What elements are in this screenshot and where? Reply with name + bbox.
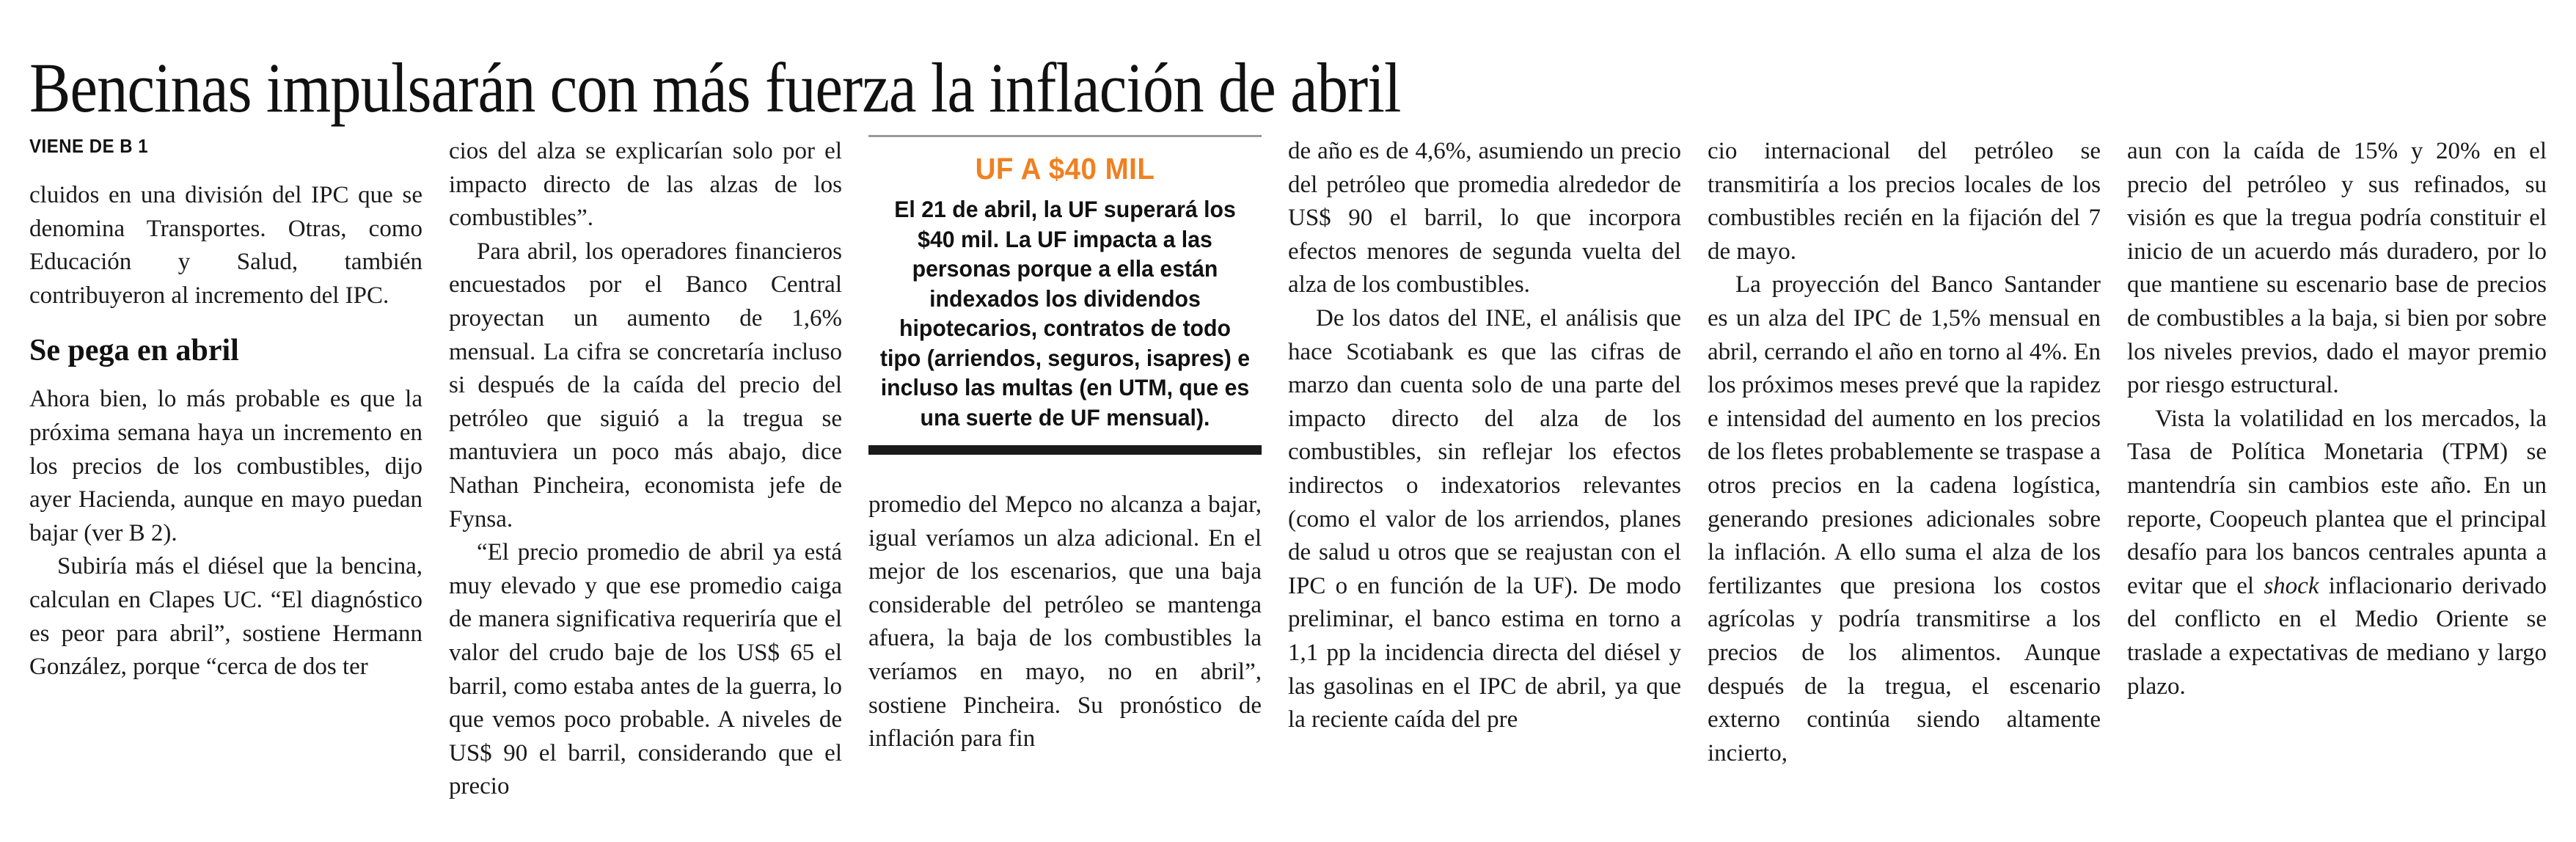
paragraph: De los datos del INE, el análi­sis que h… — [1288, 304, 1681, 733]
article-column-4: de año es de 4,6%, asumiendo un precio d… — [1288, 135, 1708, 832]
paragraph: aun con la caída de 15% y 20% en el prec… — [2127, 138, 2547, 399]
paragraph: Ahora bien, lo más probable es que la pr… — [29, 386, 422, 546]
paragraph: de año es de 4,6%, asumiendo un precio d… — [1288, 138, 1681, 299]
pullquote-box: UF A $40 MIL El 21 de abril, la UF super… — [868, 135, 1262, 455]
section-subheading: Se pega en abril — [29, 334, 239, 368]
article-columns: VIENE DE B 1 cluidos en una división del… — [29, 135, 2547, 832]
paragraph: cios del alza se explicarían solo por el… — [449, 138, 842, 232]
kicker-viene-de: VIENE DE B 1 — [29, 135, 149, 157]
paragraph: cio internacional del petróleo se transm… — [1708, 138, 2101, 265]
italic-term: shock — [2264, 572, 2319, 599]
paragraph-rich: Vista la volatilidad en los mer­cados, l… — [2127, 405, 2547, 700]
article-column-3: UF A $40 MIL El 21 de abril, la UF super… — [868, 135, 1288, 832]
article-column-2: cios del alza se explicarían solo por el… — [449, 135, 868, 832]
article-column-1: VIENE DE B 1 cluidos en una división del… — [29, 135, 449, 832]
page-headline: Bencinas impulsarán con más fuerza la in… — [29, 48, 1401, 128]
paragraph: Subiría más el diésel que la bencina, ca… — [29, 553, 422, 681]
article-column-5: cio internacional del petróleo se transm… — [1708, 135, 2127, 832]
pullquote-title: UF A $40 MIL — [975, 152, 1155, 186]
paragraph: “El precio promedio de abril ya está muy… — [449, 539, 842, 800]
article-column-6: aun con la caída de 15% y 20% en el prec… — [2127, 135, 2547, 832]
paragraph: cluidos en una división del IPC que se d… — [29, 182, 422, 309]
pullquote-bottom-rule — [868, 445, 1262, 455]
paragraph: Para abril, los operadores finan­cieros … — [449, 238, 842, 532]
pullquote-text: El 21 de abril, la UF superará los $40 m… — [879, 196, 1251, 431]
paragraph: promedio del Mepco no alcanza a bajar, i… — [868, 491, 1262, 753]
paragraph: La proyección del Banco San­tander es un… — [1708, 271, 2101, 766]
pullquote-top-rule — [868, 135, 1262, 137]
